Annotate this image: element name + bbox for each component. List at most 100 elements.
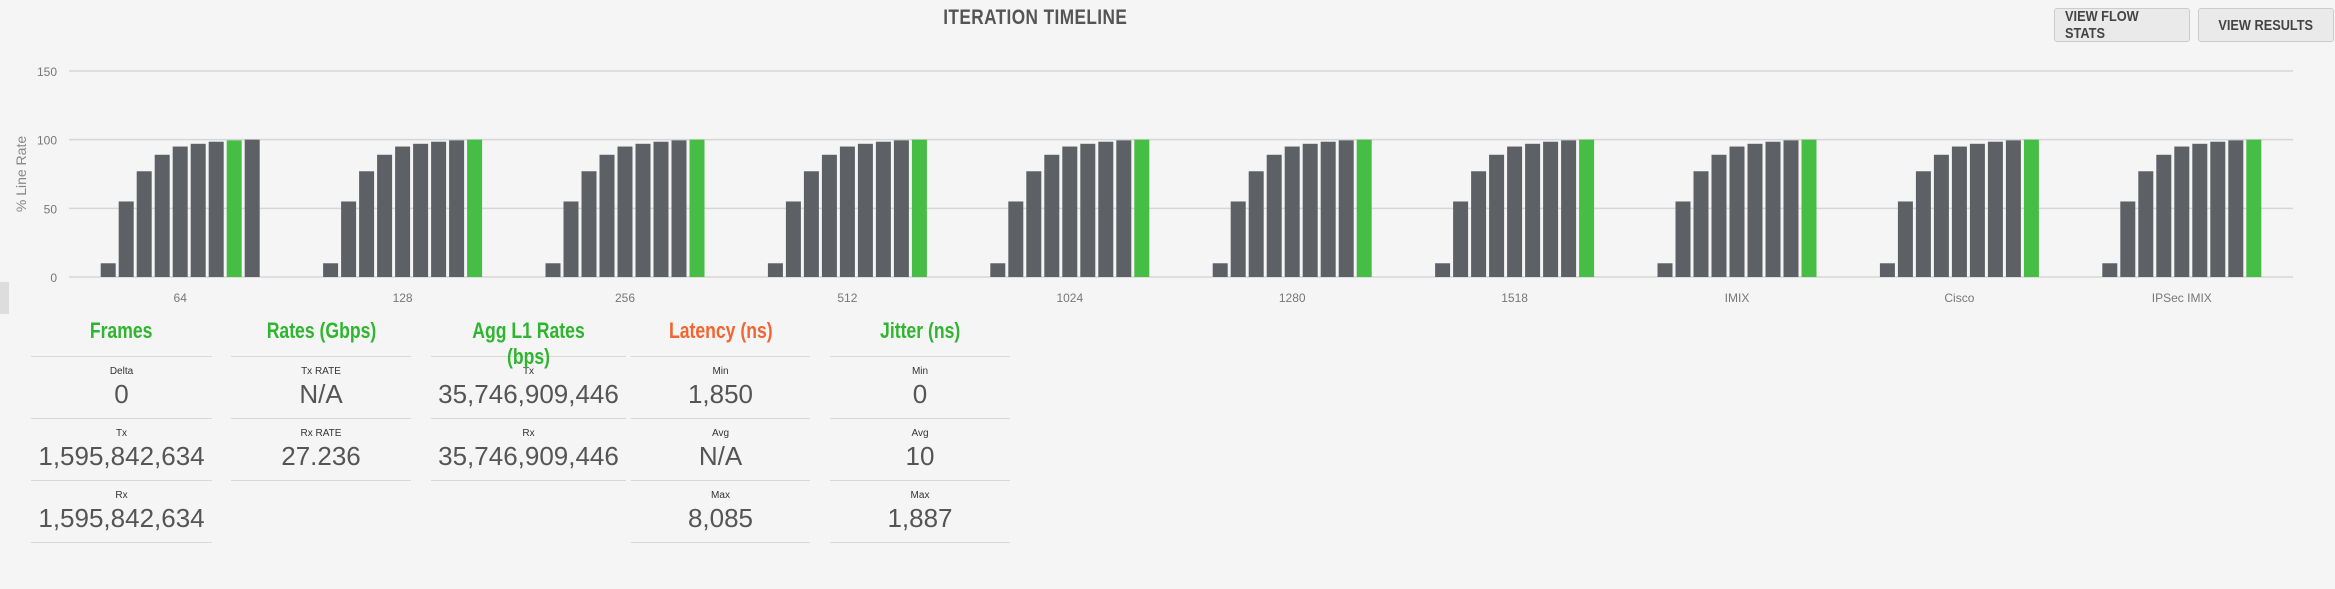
stat-value: 10 <box>905 441 935 471</box>
bar <box>1302 143 1318 277</box>
bar <box>1879 263 1895 277</box>
stat-label: Tx <box>115 428 128 439</box>
bar <box>1098 141 1114 277</box>
stats-column-title-text: Agg L1 Rates (bps) <box>472 318 585 369</box>
stats-column-title: Frames <box>31 318 212 356</box>
stats-column-rates-gbps: Rates (Gbps) Tx RATE N/A Rx RATE 27.236 <box>231 318 411 481</box>
bar <box>2156 154 2172 277</box>
bar <box>190 143 206 277</box>
stats-rows: Min 0 Avg 10 Max 1,887 <box>830 356 1010 543</box>
x-tick-label: 128 <box>393 291 413 305</box>
view-results-button[interactable]: VIEW RESULTS <box>2198 8 2334 42</box>
stats-column-title-text: Frames <box>90 318 153 343</box>
x-tick-label: Cisco <box>1944 291 1974 305</box>
x-tick-label: 64 <box>174 291 188 305</box>
bar <box>323 263 339 277</box>
stat-cell: Avg N/A <box>631 418 810 480</box>
y-tick-label: 150 <box>37 65 57 79</box>
stats-column-jitter-ns: Jitter (ns) Min 0 Avg 10 Max 1,887 <box>830 318 1010 543</box>
bar <box>413 143 429 277</box>
bar <box>1453 201 1469 277</box>
bar <box>377 154 393 277</box>
stat-value: 35,746,909,446 <box>438 379 619 409</box>
bar <box>2005 140 2021 277</box>
stats-column-agg-l1-rates-bps: Agg L1 Rates (bps) Tx 35,746,909,446 Rx 35,7… <box>431 318 626 481</box>
bar-highlight <box>911 139 927 277</box>
iteration-timeline-chart: 0 50 100 150 % Line Rate 64 128 256 512 1024 1280 1… <box>13 65 2293 305</box>
x-tick-label: 512 <box>837 291 857 305</box>
bar <box>1489 154 1505 277</box>
bar <box>1657 263 1673 277</box>
bar <box>1338 140 1354 277</box>
bar <box>2174 146 2190 277</box>
bar-highlight <box>1356 139 1372 277</box>
stat-cell: Rx RATE 27.236 <box>231 418 411 481</box>
bar-highlight <box>1801 139 1817 277</box>
stats-column-title-text: Latency (ns) <box>668 318 773 343</box>
bar <box>803 171 819 277</box>
bar <box>395 146 411 277</box>
bar <box>785 201 801 277</box>
bar <box>1212 263 1228 277</box>
bar <box>767 263 783 277</box>
bar <box>1008 201 1024 277</box>
bar <box>1969 143 1985 277</box>
side-panel-toggle[interactable] <box>0 282 9 314</box>
bar <box>671 140 687 277</box>
y-tick-label: 0 <box>50 271 57 285</box>
stat-cell: Rx 35,746,909,446 <box>431 418 626 481</box>
y-axis-label: % Line Rate <box>13 136 29 212</box>
stat-value: N/A <box>698 441 743 471</box>
bar <box>2228 140 2244 277</box>
bar <box>581 171 597 277</box>
stat-label: Max <box>711 490 730 501</box>
bar <box>1783 140 1799 277</box>
x-tick-label: IMIX <box>1725 291 1750 305</box>
bar <box>2210 141 2226 277</box>
bar <box>449 140 465 277</box>
stats-column-title: Agg L1 Rates (bps) <box>431 318 626 369</box>
stat-label: Min <box>712 366 729 377</box>
bar-highlight <box>1579 139 1595 277</box>
bar <box>1693 171 1709 277</box>
stat-value: 1,887 <box>887 503 953 533</box>
bar <box>839 146 855 277</box>
stat-label: Avg <box>911 428 929 439</box>
bar <box>617 146 633 277</box>
bar-highlight <box>689 139 705 277</box>
bar <box>990 263 1006 277</box>
bar <box>1080 143 1096 277</box>
view-flow-stats-label: VIEW FLOW STATS <box>2065 8 2139 42</box>
bar <box>1915 171 1931 277</box>
bar <box>208 141 224 277</box>
stats-column-title: Jitter (ns) <box>830 318 1010 356</box>
bar <box>599 154 615 277</box>
bar <box>1284 146 1300 277</box>
stat-label: Delta <box>109 366 134 377</box>
bar <box>2192 143 2208 277</box>
bar-highlight <box>2023 139 2039 277</box>
stat-cell: Max 8,085 <box>631 480 810 543</box>
bar <box>1320 141 1336 277</box>
view-flow-stats-button[interactable]: VIEW FLOW STATS <box>2054 8 2190 42</box>
bar <box>1044 154 1060 277</box>
stat-value: 1,850 <box>687 379 754 409</box>
stats-rows: Min 1,850 Avg N/A Max 8,085 <box>631 356 810 543</box>
bar <box>1266 154 1282 277</box>
bar <box>154 154 170 277</box>
stat-label: Max <box>910 490 930 501</box>
bar <box>1026 171 1042 277</box>
stats-column-title-text: Rates (Gbps) <box>266 318 376 343</box>
stat-cell: Rx 1,595,842,634 <box>31 480 212 543</box>
bar <box>359 171 375 277</box>
stat-value: 1,595,842,634 <box>38 503 205 533</box>
stat-value: 8,085 <box>687 503 754 533</box>
bar-highlight <box>467 139 483 277</box>
bar <box>1230 201 1246 277</box>
bar <box>136 171 152 277</box>
page-title: ITERATION TIMELINE <box>0 6 2070 30</box>
stat-value: 1,595,842,634 <box>38 441 205 471</box>
stat-cell: Min 0 <box>830 356 1010 418</box>
bar <box>1711 154 1727 277</box>
stats-column-title: Latency (ns) <box>631 318 810 356</box>
